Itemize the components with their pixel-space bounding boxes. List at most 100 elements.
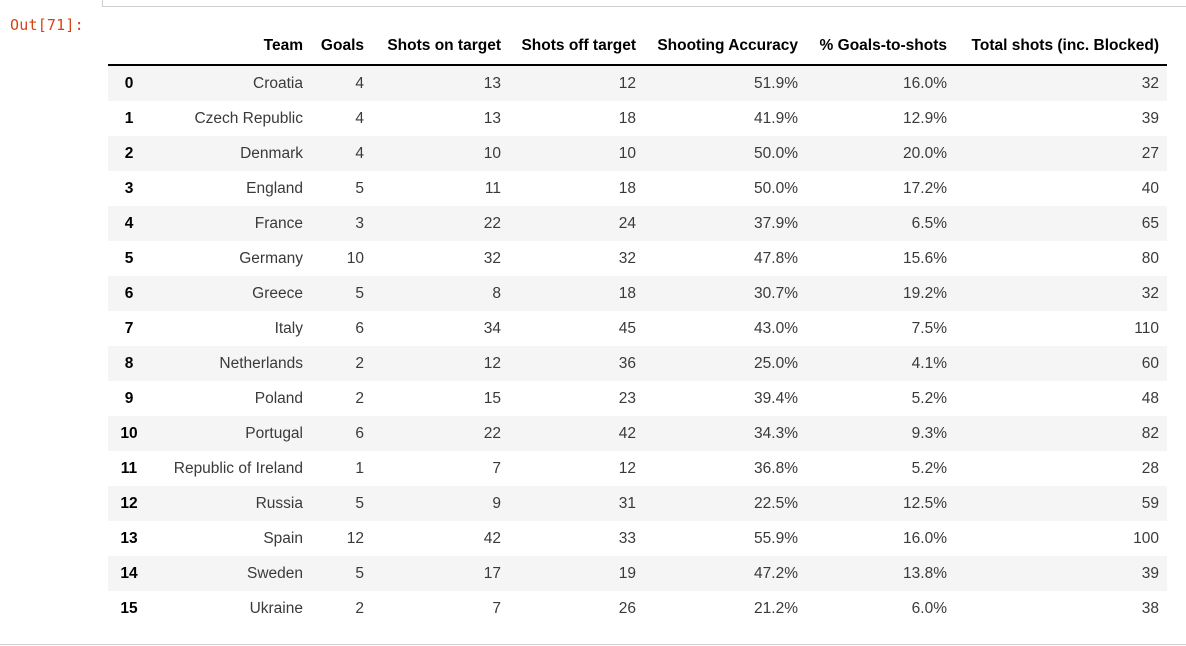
column-header-shots-off-target: Shots off target	[509, 30, 644, 66]
row-index: 12	[120, 494, 138, 512]
cell-shots-off-target: 18	[618, 109, 636, 127]
cell-goals-to-shots: 4.1%	[911, 354, 947, 372]
cell-shots-off-target: 18	[618, 179, 636, 197]
header-row: Team Goals Shots on target Shots off target…	[108, 30, 1167, 66]
cell-total-shots: 80	[1141, 249, 1159, 267]
cell-shooting-accuracy: 30.7%	[754, 284, 798, 302]
cell-goals-to-shots: 6.5%	[911, 214, 947, 232]
cell-goals: 12	[346, 529, 364, 547]
cell-goals-to-shots: 19.2%	[903, 284, 947, 302]
cell-goals: 2	[355, 389, 364, 407]
table-row: 3 England 5 11 18 50.0% 17.2% 40	[108, 171, 1167, 206]
cell-shots-on-target: 15	[483, 389, 501, 407]
cell-goals: 4	[355, 109, 364, 127]
cell-shots-off-target: 32	[618, 249, 636, 267]
cell-shooting-accuracy: 47.8%	[754, 249, 798, 267]
cell-shooting-accuracy: 55.9%	[754, 529, 798, 547]
cell-shooting-accuracy: 25.0%	[754, 354, 798, 372]
cell-shots-on-target: 7	[492, 459, 501, 477]
row-index: 1	[124, 109, 134, 127]
cell-goals-to-shots: 20.0%	[903, 144, 947, 162]
cell-shooting-accuracy: 50.0%	[754, 179, 798, 197]
cell-team: Germany	[239, 249, 303, 267]
cell-goals: 6	[355, 319, 364, 337]
cell-goals: 3	[355, 214, 364, 232]
cell-total-shots: 39	[1141, 109, 1159, 127]
cell-shots-off-target: 18	[618, 284, 636, 302]
cell-total-shots: 32	[1141, 74, 1159, 92]
cell-total-shots: 27	[1141, 144, 1159, 162]
cell-shooting-accuracy: 21.2%	[754, 599, 798, 617]
cell-total-shots: 39	[1141, 564, 1159, 582]
cell-shooting-accuracy: 37.9%	[754, 214, 798, 232]
cell-team: Republic of Ireland	[173, 459, 303, 477]
cell-goals-to-shots: 7.5%	[911, 319, 947, 337]
cell-team: Italy	[274, 319, 303, 337]
cell-shooting-accuracy: 41.9%	[754, 109, 798, 127]
cell-total-shots: 110	[1134, 319, 1159, 337]
table-body: 0 Croatia 4 13 12 51.9% 16.0% 32 1 Czech Republic…	[108, 65, 1167, 626]
column-header-team: Team	[150, 30, 311, 66]
cell-total-shots: 38	[1141, 599, 1159, 617]
cell-team: Czech Republic	[194, 109, 303, 127]
output-prompt: Out[71]:	[10, 16, 84, 34]
cell-team: Croatia	[253, 74, 303, 92]
cell-total-shots: 65	[1141, 214, 1159, 232]
cell-goals: 4	[355, 144, 364, 162]
cell-team: Ukraine	[249, 599, 303, 617]
row-index: 10	[120, 424, 138, 442]
table-row: 0 Croatia 4 13 12 51.9% 16.0% 32	[108, 65, 1167, 101]
table-row: 7 Italy 6 34 45 43.0% 7.5% 110	[108, 311, 1167, 346]
column-header-shooting-accuracy: Shooting Accuracy	[644, 30, 806, 66]
table-header: Team Goals Shots on target Shots off target…	[108, 30, 1167, 66]
cell-shooting-accuracy: 43.0%	[754, 319, 798, 337]
table-row: 15 Ukraine 2 7 26 21.2% 6.0% 38	[108, 591, 1167, 626]
cell-shots-on-target: 8	[492, 284, 501, 302]
cell-shots-off-target: 12	[618, 74, 636, 92]
cell-total-shots: 60	[1141, 354, 1159, 372]
column-header-goals: Goals	[311, 30, 372, 66]
cell-goals-to-shots: 15.6%	[903, 249, 947, 267]
previous-cell-frame	[102, 0, 1186, 7]
cell-team: England	[246, 179, 303, 197]
cell-goals-to-shots: 9.3%	[911, 424, 947, 442]
row-index: 6	[124, 284, 134, 302]
cell-goals-to-shots: 13.8%	[903, 564, 947, 582]
cell-shots-off-target: 42	[618, 424, 636, 442]
cell-team: Greece	[252, 284, 303, 302]
cell-shots-off-target: 36	[618, 354, 636, 372]
row-index: 8	[124, 354, 134, 372]
cell-goals-to-shots: 5.2%	[911, 389, 947, 407]
cell-shots-off-target: 31	[618, 494, 636, 512]
cell-goals-to-shots: 6.0%	[911, 599, 947, 617]
cell-goals: 6	[355, 424, 364, 442]
cell-shots-off-target: 10	[618, 144, 636, 162]
cell-goals: 5	[355, 179, 364, 197]
cell-shots-off-target: 24	[618, 214, 636, 232]
output-area: Team Goals Shots on target Shots off target…	[108, 30, 1167, 626]
row-index: 9	[124, 389, 134, 407]
cell-total-shots: 32	[1141, 284, 1159, 302]
cell-shots-off-target: 19	[618, 564, 636, 582]
cell-shots-on-target: 12	[483, 354, 501, 372]
cell-team: France	[254, 214, 303, 232]
column-header-goals-to-shots: % Goals-to-shots	[806, 30, 955, 66]
cell-goals: 1	[355, 459, 364, 477]
cell-shots-on-target: 22	[483, 214, 501, 232]
cell-goals-to-shots: 17.2%	[903, 179, 947, 197]
table-row: 6 Greece 5 8 18 30.7% 19.2% 32	[108, 276, 1167, 311]
cell-total-shots: 28	[1141, 459, 1159, 477]
table-row: 9 Poland 2 15 23 39.4% 5.2% 48	[108, 381, 1167, 416]
cell-team: Netherlands	[219, 354, 303, 372]
cell-team: Sweden	[246, 564, 303, 582]
cell-goals: 2	[355, 599, 364, 617]
cell-team: Russia	[255, 494, 303, 512]
table-row: 13 Spain 12 42 33 55.9% 16.0% 100	[108, 521, 1167, 556]
cell-team: Denmark	[240, 144, 303, 162]
cell-goals-to-shots: 16.0%	[903, 529, 947, 547]
cell-goals: 5	[355, 494, 364, 512]
cell-goals: 4	[355, 74, 364, 92]
table-row: 5 Germany 10 32 32 47.8% 15.6% 80	[108, 241, 1167, 276]
cell-shooting-accuracy: 47.2%	[754, 564, 798, 582]
row-index: 2	[124, 144, 134, 162]
